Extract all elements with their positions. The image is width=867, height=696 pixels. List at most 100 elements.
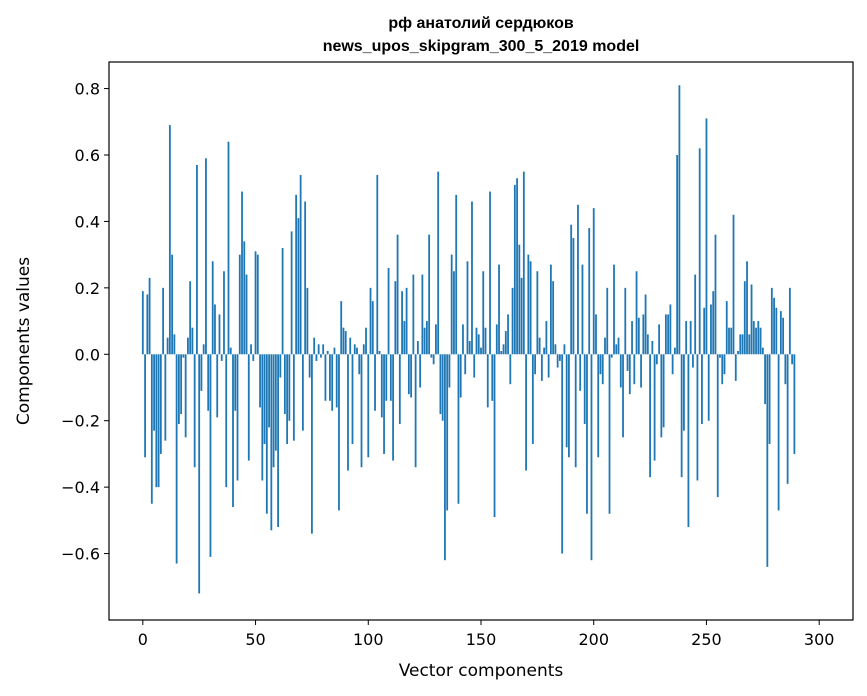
bar-133 [441, 354, 444, 421]
bar-127 [428, 234, 431, 355]
bar-103 [374, 354, 376, 411]
bar-33 [216, 354, 219, 418]
bar-3 [148, 277, 151, 355]
bar-114 [398, 354, 401, 425]
bar-158 [498, 264, 500, 355]
bar-257 [721, 354, 724, 385]
bar-92 [349, 337, 352, 355]
bar-67 [292, 354, 295, 441]
bar-146 [471, 201, 473, 355]
bar-95 [356, 347, 358, 355]
bar-36 [223, 271, 225, 355]
bar-39 [229, 347, 232, 355]
bar-250 [705, 118, 708, 355]
bar-254 [714, 234, 717, 355]
bar-29 [207, 354, 210, 411]
bar-80 [322, 344, 325, 355]
bar-28 [205, 158, 207, 355]
bar-232 [664, 314, 667, 355]
bar-265 [739, 334, 742, 355]
bar-218 [633, 354, 636, 385]
bar-132 [439, 354, 442, 415]
bar-227 [653, 354, 656, 461]
bar-180 [547, 354, 550, 378]
bar-19 [184, 354, 187, 438]
x-tick-label-5: 250 [691, 630, 722, 649]
bar-238 [678, 85, 681, 355]
bar-79 [320, 354, 322, 358]
bar-69 [297, 218, 300, 355]
bar-181 [549, 264, 552, 355]
bar-204 [601, 354, 604, 385]
bar-85 [333, 347, 336, 355]
bar-56 [268, 354, 270, 428]
bar-283 [779, 311, 782, 355]
bar-279 [770, 287, 773, 355]
bar-43 [238, 254, 241, 355]
bar-31 [211, 261, 214, 355]
bar-135 [446, 354, 449, 511]
bar-23 [193, 354, 196, 468]
bar-261 [730, 327, 733, 355]
bar-115 [401, 291, 403, 355]
bar-76 [313, 337, 316, 355]
bar-242 [687, 354, 690, 527]
bar-140 [457, 354, 460, 504]
y-tick-label-4: 0.2 [75, 279, 100, 298]
bar-50 [254, 251, 257, 355]
bar-262 [732, 214, 735, 355]
bar-72 [304, 201, 307, 355]
bar-series [141, 85, 796, 594]
bar-150 [480, 347, 482, 355]
bar-34 [218, 314, 221, 355]
bar-274 [759, 327, 762, 355]
bar-38 [227, 141, 230, 355]
bar-285 [784, 354, 787, 385]
bar-177 [540, 354, 543, 381]
bar-59 [274, 354, 277, 451]
bar-203 [599, 354, 602, 375]
bar-58 [272, 354, 275, 468]
bar-230 [660, 354, 663, 438]
bar-186 [561, 354, 564, 554]
bar-277 [766, 354, 769, 567]
bar-78 [317, 344, 320, 355]
bar-201 [595, 314, 597, 355]
bar-281 [775, 307, 778, 355]
bar-197 [586, 354, 588, 514]
bar-252 [710, 304, 712, 355]
bar-231 [662, 354, 665, 428]
bar-266 [741, 334, 744, 355]
bar-234 [669, 304, 672, 355]
bar-179 [545, 321, 548, 355]
bar-236 [673, 347, 676, 355]
x-tick-label-6: 300 [804, 630, 835, 649]
y-tick-label-6: 0.6 [75, 146, 100, 165]
bar-97 [360, 354, 363, 468]
bar-167 [518, 244, 521, 355]
bar-11 [166, 337, 169, 355]
bar-64 [286, 354, 289, 444]
bar-47 [247, 354, 250, 461]
y-tick-label-5: 0.4 [75, 212, 100, 231]
bar-215 [626, 354, 629, 371]
bar-269 [748, 334, 751, 355]
bar-21 [189, 281, 192, 355]
bar-117 [405, 287, 408, 355]
bar-111 [392, 354, 394, 461]
y-axis-ticks: −0.6 −0.4 −0.2 0.0 0.2 0.4 0.6 0.8 [61, 80, 109, 564]
bar-194 [579, 354, 582, 391]
bar-162 [507, 314, 509, 355]
bar-15 [175, 354, 178, 564]
bar-48 [250, 344, 252, 355]
bar-233 [667, 314, 670, 355]
bar-35 [220, 354, 223, 361]
y-tick-label-1: −0.4 [61, 478, 100, 497]
bar-63 [283, 354, 286, 415]
bar-96 [358, 354, 361, 375]
bar-22 [191, 327, 194, 355]
bar-169 [522, 171, 525, 355]
bar-259 [725, 301, 728, 355]
bar-62 [281, 248, 284, 355]
